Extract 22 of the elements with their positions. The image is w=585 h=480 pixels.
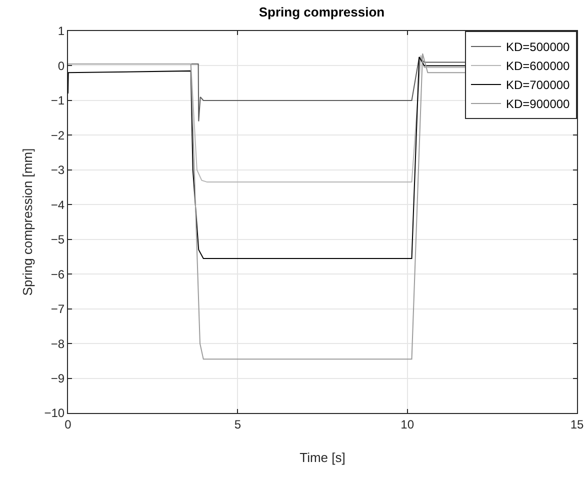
- y-tick-label: 1: [58, 24, 65, 38]
- x-tick-label: 10: [400, 417, 414, 432]
- y-tick-label: −8: [50, 336, 65, 351]
- y-tick-label: −4: [50, 198, 65, 212]
- legend-label: KD=500000: [506, 40, 570, 54]
- y-tick-label: −3: [50, 163, 65, 178]
- chart-title: Spring compression: [258, 4, 385, 20]
- legend-label: KD=600000: [506, 59, 570, 74]
- y-tick-label: −10: [44, 406, 65, 420]
- y-tick-label: −9: [50, 371, 65, 386]
- y-tick-label: −7: [50, 302, 65, 316]
- y-tick-label: −1: [50, 94, 65, 108]
- x-tick-label: 15: [570, 417, 584, 432]
- legend-label: KD=700000: [506, 78, 570, 92]
- y-axis-title: Spring compression [mm]: [20, 148, 35, 296]
- y-tick-label: −5: [50, 232, 65, 247]
- x-axis-title: Time [s]: [300, 450, 346, 465]
- y-tick-label: −6: [50, 267, 65, 282]
- y-tick-label: −2: [50, 128, 65, 142]
- x-tick-label: 5: [234, 417, 242, 432]
- legend-label: KD=900000: [506, 97, 570, 112]
- y-tick-label: 0: [58, 58, 65, 73]
